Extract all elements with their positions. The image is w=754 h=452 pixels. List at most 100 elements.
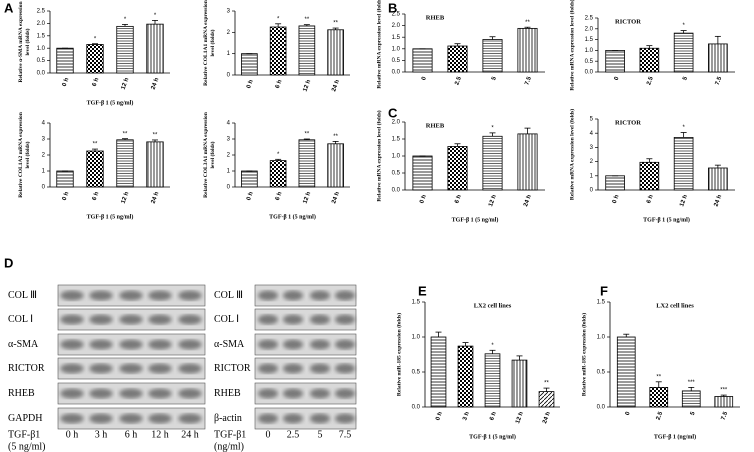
blot-band (89, 339, 113, 350)
blot-treatment: TGF-β1 (214, 429, 246, 440)
blot-band (334, 413, 356, 424)
chart-title: RICTOR (615, 119, 641, 126)
blot-band (178, 363, 202, 374)
blot-band (282, 290, 304, 301)
blot-lane-label: 7.5 (339, 429, 352, 440)
bar (517, 27, 538, 73)
bar (484, 353, 501, 408)
y-tick-label: 1.5 (412, 300, 421, 306)
significance: ** (333, 21, 338, 27)
y-tick-label: 0.0 (597, 405, 606, 411)
blot-band (89, 388, 113, 399)
bar (298, 25, 316, 76)
error-bar (454, 43, 461, 47)
error-bar (454, 143, 461, 147)
blot-band (334, 290, 356, 301)
x-tick-label: 6 h (92, 191, 101, 202)
blot-lane-label: 2.5 (287, 429, 300, 440)
x-tick-label: 5 (682, 76, 689, 82)
blot-strip (254, 407, 357, 430)
blot-row-label: α-SMA (8, 339, 39, 350)
y-tick-label: 4 (227, 121, 231, 127)
blot-band (282, 314, 304, 325)
error-bar (646, 158, 653, 163)
x-tick-label: 0 (421, 76, 428, 82)
bar (116, 25, 134, 74)
x-tick-label: 6 h (92, 77, 101, 88)
bar (146, 23, 164, 74)
y-tick-label: 2 (227, 153, 231, 159)
x-tick-label: 5 (690, 411, 697, 417)
significance: * (94, 36, 97, 42)
blot-band (89, 290, 113, 301)
y-tick-label: 1 (42, 169, 46, 175)
bar (86, 150, 104, 188)
y-axis-label: Relative mRNA expression level (folds) (568, 109, 575, 200)
blot-band (148, 363, 172, 374)
bar (681, 390, 701, 408)
error-bar (303, 24, 310, 26)
bar (146, 141, 164, 188)
blot-band (309, 388, 331, 399)
y-tick-label: 1.0 (392, 154, 401, 160)
y-tick-label: 0 (42, 185, 46, 191)
error-bar (623, 333, 630, 337)
bar (412, 48, 433, 73)
blot-band (119, 413, 143, 424)
blot-band (334, 388, 356, 399)
x-tick-label: 7.5 (721, 411, 730, 422)
x-axis-label: TGF-β 1 (5 ng/ml) (87, 213, 134, 220)
y-axis-label: level (folds) (209, 29, 216, 56)
x-tick-label: 24 h (331, 191, 341, 205)
blot-band (119, 314, 143, 325)
y-tick-label: 0.5 (392, 58, 401, 64)
y-tick-label: 4 (590, 131, 594, 137)
y-tick-label: 3 (227, 9, 231, 15)
x-tick-label: 24 h (523, 194, 533, 208)
y-tick-label: 1.0 (392, 46, 401, 52)
error-bar (152, 139, 158, 142)
significance: * (491, 343, 494, 349)
error-bar (655, 381, 662, 388)
blot-lane-label: 6 h (125, 429, 138, 440)
error-bar (275, 158, 282, 161)
y-tick-label: 3 (227, 137, 231, 143)
chart-title: RHEB (426, 122, 445, 129)
significance: ** (305, 132, 310, 138)
blot-band (60, 339, 84, 350)
error-bar (122, 23, 128, 27)
y-tick-label: 0.5 (392, 171, 401, 177)
bar (714, 396, 734, 408)
bar (241, 170, 258, 188)
error-bar (680, 132, 687, 138)
x-axis-label: TGF-β 1 (5 ng/ml) (452, 216, 499, 223)
y-tick-label: 2 (227, 30, 231, 36)
significance: * (491, 125, 494, 131)
blot-strip (254, 308, 357, 331)
x-tick-label: 6 h (646, 194, 655, 205)
bar (327, 29, 344, 76)
x-tick-label: 0 h (419, 194, 428, 205)
blot-band (89, 363, 113, 374)
x-tick-label: 0 h (435, 411, 444, 422)
x-tick-label: 6 h (275, 79, 284, 90)
y-tick-label: 0.0 (37, 71, 46, 77)
x-tick-label: 6 h (275, 191, 284, 202)
y-tick-label: 1.5 (392, 137, 401, 143)
error-bar (489, 36, 496, 40)
blot-lane-label: 3 h (95, 429, 108, 440)
bar (298, 139, 316, 188)
blot-band (178, 339, 202, 350)
error-bar (332, 140, 339, 144)
error-bar (435, 331, 442, 337)
bar (457, 345, 474, 408)
bar (241, 53, 258, 76)
y-axis-label: Relative COL1A2 mRNA expression (18, 112, 24, 198)
significance: ** (123, 131, 128, 137)
blot-row-label: RHEB (214, 388, 241, 399)
y-tick-label: 0.0 (392, 188, 401, 194)
blot-band (148, 339, 172, 350)
y-tick-label: 2.5 (392, 12, 401, 18)
blot-strip (254, 382, 357, 405)
x-tick-label: 24 h (151, 191, 161, 205)
